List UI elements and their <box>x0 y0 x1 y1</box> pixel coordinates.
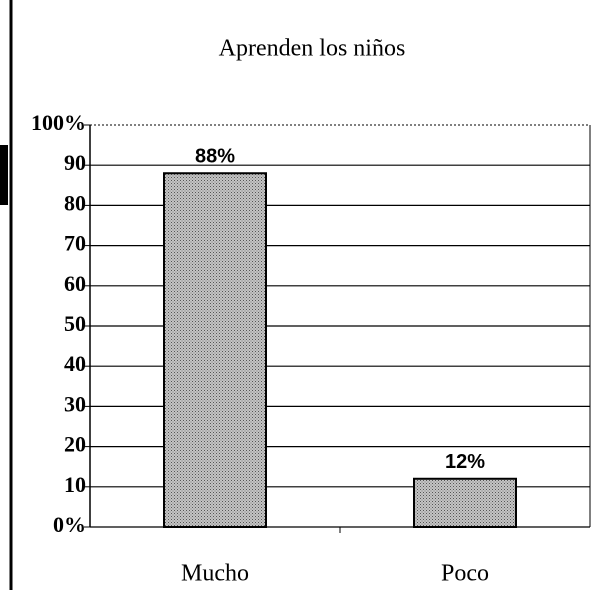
x-tick-label: Mucho <box>181 561 249 587</box>
y-tick-label: 80 <box>64 190 86 215</box>
y-tick-label: 60 <box>64 271 86 296</box>
y-tick-label: 10 <box>64 472 86 497</box>
y-tick-label: 40 <box>64 351 86 376</box>
y-tick-label: 50 <box>64 311 86 336</box>
value-label: 12% <box>445 451 485 473</box>
bar-texture <box>163 172 267 529</box>
value-label: 88% <box>195 146 235 168</box>
y-tick-label: 100% <box>31 110 86 135</box>
x-tick-label: Poco <box>441 561 489 587</box>
y-tick-label: 20 <box>64 432 86 457</box>
y-tick-label: 90 <box>64 150 86 175</box>
y-tick-label: 0% <box>53 512 86 537</box>
y-tick-label: 30 <box>64 391 86 416</box>
chart-title: Aprenden los niños <box>219 36 406 62</box>
y-tick-label: 70 <box>64 231 86 256</box>
frame-mark <box>0 145 8 205</box>
bar-texture <box>413 477 517 529</box>
